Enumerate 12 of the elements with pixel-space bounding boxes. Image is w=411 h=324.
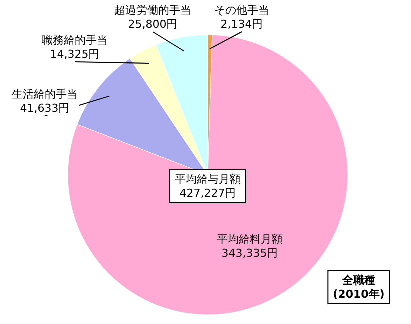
- data-label: 343,335円: [222, 247, 278, 260]
- text: 平均給与月額 427,227円: [175, 173, 241, 200]
- slice-label: 生活給的手当: [12, 88, 78, 101]
- slice-label: 職務給的手当: [42, 34, 108, 47]
- data-label: 41,633円: [20, 102, 70, 115]
- text: 全職種 (2010年): [333, 274, 385, 301]
- data-label: 2,134円: [220, 18, 264, 31]
- slice-label: 平均給料月額: [217, 233, 283, 246]
- slice-label: 超過労働的手当: [114, 4, 192, 17]
- data-label: 14,325円: [50, 48, 100, 61]
- slice-label: その他手当: [214, 4, 270, 17]
- data-label: 25,800円: [128, 18, 178, 31]
